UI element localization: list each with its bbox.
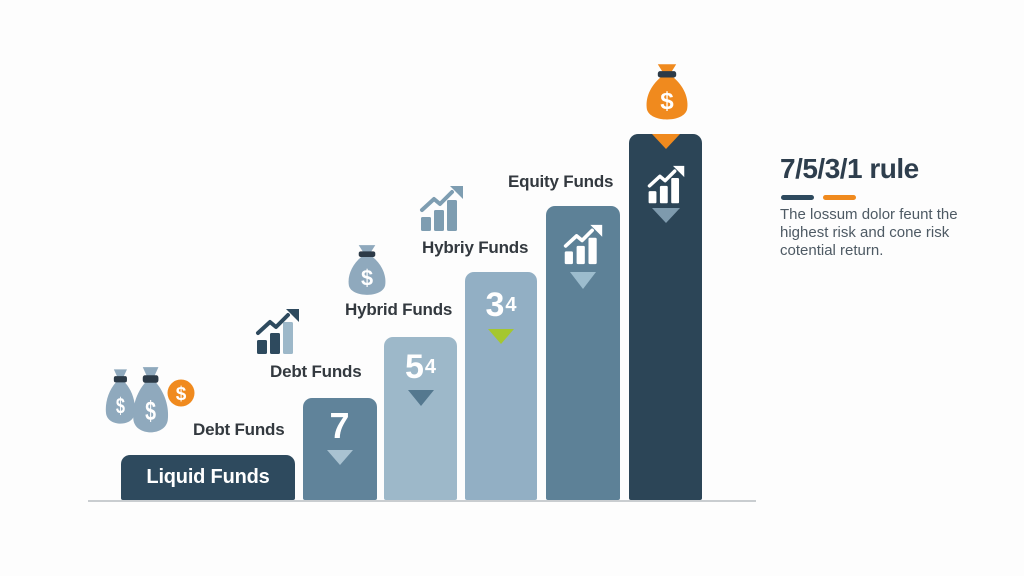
description-line: The lossum dolor feunt the	[780, 206, 958, 223]
bar-value-34: 34	[485, 286, 517, 324]
label-equity-funds: Equity Funds	[508, 172, 614, 191]
page-title: 7/5/3/1 rule	[780, 153, 919, 184]
bar-value-7: 7	[329, 405, 350, 446]
title-underline	[781, 195, 856, 200]
underline-dark-segment	[781, 195, 814, 200]
dollar-glyph: $	[361, 266, 373, 291]
growth-chart-icon	[256, 309, 299, 354]
bar-equity-funds-2	[629, 134, 702, 500]
orange-notch-triangle-icon	[651, 134, 680, 149]
bar-hybrid-funds-1: 54	[384, 337, 457, 500]
dollar-glyph: $	[145, 397, 156, 427]
dollar-glyph: $	[116, 394, 125, 419]
bar-debt-funds: 7	[303, 398, 377, 500]
bar-value-54: 54	[404, 348, 437, 386]
label-hybriy-funds: Hybriy Funds	[422, 238, 529, 257]
liquid-funds-bar-label: Liquid Funds	[146, 466, 270, 488]
bar-equity-funds-1	[546, 206, 620, 500]
label-debt-funds-upper: Debt Funds	[270, 362, 362, 381]
money-bag-icon: $	[348, 245, 386, 295]
label-debt-funds-lower: Debt Funds	[193, 420, 285, 439]
bar-liquid-funds: Liquid Funds	[121, 455, 295, 500]
money-bag-icon: $	[646, 64, 688, 120]
description-line: cotential return.	[780, 242, 884, 259]
dollar-glyph: $	[660, 88, 674, 115]
growth-chart-icon	[563, 224, 603, 265]
dollar-coin-glyph: $	[176, 384, 187, 405]
triangle-down-icon	[407, 390, 434, 406]
growth-chart-icon	[420, 186, 463, 231]
money-bags-icon: $ $ $	[105, 367, 195, 433]
bar-hybrid-funds-2: 34	[465, 272, 537, 500]
underline-orange-segment	[823, 195, 856, 200]
triangle-down-icon	[327, 450, 353, 465]
triangle-down-icon	[651, 208, 680, 223]
baseline-axis	[88, 500, 756, 502]
growth-chart-icon	[647, 165, 684, 204]
triangle-down-icon	[570, 272, 596, 289]
label-hybrid-funds: Hybrid Funds	[345, 300, 453, 319]
description-text: The lossum dolor feunt the highest risk …	[780, 206, 958, 260]
description-line: highest risk and cone risk	[780, 224, 950, 241]
triangle-down-icon	[488, 329, 514, 344]
